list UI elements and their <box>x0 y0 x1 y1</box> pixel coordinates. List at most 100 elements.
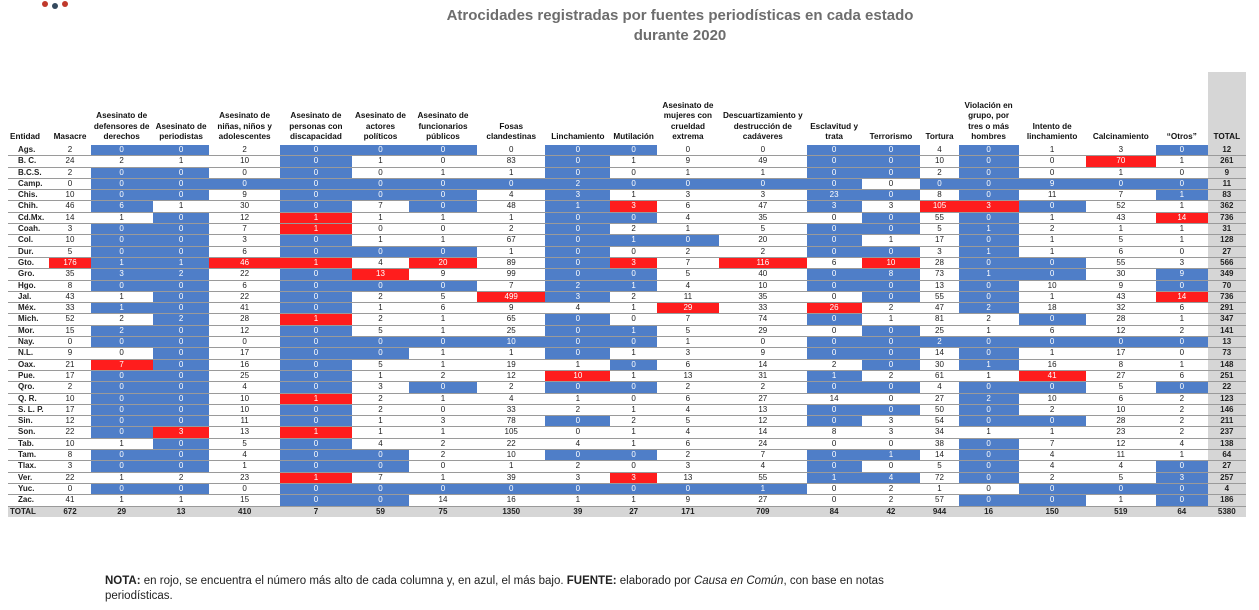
value-cell: 0 <box>1018 168 1086 179</box>
state-cell: Tab. <box>8 439 50 451</box>
value-cell: 1 <box>1155 360 1208 371</box>
value-cell: 28 <box>1085 314 1156 326</box>
value-cell: 29 <box>718 326 807 338</box>
table-row: Gro. 35 3 2 22 0 13 9 99 0 0 5 40 0 8 73 1 0 30 9 349 <box>8 269 1246 281</box>
value-cell: 1 <box>545 495 611 507</box>
value-cell: 1 <box>545 360 611 371</box>
value-cell: 0 <box>90 416 153 428</box>
value-cell: 1 <box>718 483 807 496</box>
value-cell: 1 <box>610 405 657 417</box>
table-row: N.L. 9 0 0 17 0 0 1 1 0 1 3 9 0 0 14 0 1 17 0 73 <box>8 348 1246 360</box>
value-cell: 0 <box>152 224 210 236</box>
total-label: TOTAL <box>8 506 50 517</box>
value-cell: 2 <box>545 178 611 191</box>
value-cell: 1 <box>958 359 1019 371</box>
value-cell: 0 <box>545 314 611 326</box>
value-cell: 1 <box>279 393 353 405</box>
value-cell: 2 <box>1018 473 1086 484</box>
value-cell: 1 <box>610 190 657 202</box>
value-cell: 0 <box>49 484 91 496</box>
value-cell: 1 <box>1018 247 1086 258</box>
value-cell: 0 <box>610 269 657 281</box>
value-cell: 0 <box>352 337 409 349</box>
value-cell: 1 <box>610 325 657 338</box>
value-cell: 12 <box>477 371 546 383</box>
value-cell: 1 <box>352 235 409 247</box>
table-row: Oax. 21 7 0 16 0 5 1 19 1 0 6 14 2 0 30 1 16 8 1 148 <box>8 359 1246 371</box>
value-cell: 2 <box>610 224 657 236</box>
value-cell: 14 <box>920 348 959 360</box>
value-cell: 43 <box>49 292 91 304</box>
value-cell: 105 <box>477 427 546 439</box>
value-cell: 14 <box>718 427 807 439</box>
value-cell: 22 <box>209 292 280 304</box>
column-total-cell: 27 <box>610 506 657 517</box>
value-cell: 14 <box>920 450 959 462</box>
value-cell: 0 <box>861 382 921 394</box>
value-cell: 0 <box>806 156 862 168</box>
value-cell: 16 <box>477 495 546 507</box>
value-cell: 54 <box>920 416 959 428</box>
value-cell: 27 <box>1085 371 1156 383</box>
value-cell: 13 <box>209 427 280 439</box>
value-cell: 2 <box>209 145 280 157</box>
value-cell: 0 <box>90 190 153 202</box>
value-cell: 3 <box>920 247 959 258</box>
column-header: Mutilación <box>613 131 654 141</box>
value-cell: 3 <box>656 190 719 202</box>
value-cell: 0 <box>861 337 921 349</box>
value-cell: 0 <box>279 201 353 213</box>
value-cell: 1 <box>1018 427 1086 439</box>
value-cell: 4 <box>861 472 921 484</box>
value-cell: 7 <box>1085 190 1156 202</box>
value-cell: 0 <box>1018 269 1086 281</box>
value-cell: 2 <box>718 382 807 394</box>
value-cell: 16 <box>209 360 280 371</box>
state-cell: Dur. <box>8 247 50 258</box>
value-cell: 5 <box>920 224 959 236</box>
value-cell: 46 <box>209 257 280 270</box>
value-cell: 1 <box>477 461 546 473</box>
value-cell: 1 <box>477 168 546 179</box>
value-cell: 0 <box>656 235 719 247</box>
table-row: Dur. 5 0 0 6 0 0 0 1 0 0 2 2 0 0 3 1 1 6 0 27 <box>8 246 1246 258</box>
header-row: Entidad Masacre Asesinato de defensores de… <box>8 72 1246 145</box>
value-cell: 7 <box>209 224 280 236</box>
table-row: Yuc. 0 0 0 0 0 0 0 0 0 0 0 1 0 2 1 0 0 0 0 4 <box>8 483 1246 496</box>
value-cell: 49 <box>718 156 807 168</box>
value-cell: 0 <box>279 190 353 202</box>
value-cell: 0 <box>545 325 611 338</box>
value-cell: 1 <box>408 360 478 371</box>
value-cell: 0 <box>806 292 862 304</box>
value-cell: 2 <box>958 314 1019 326</box>
value-cell: 1 <box>610 427 657 439</box>
value-cell: 14 <box>408 495 478 507</box>
value-cell: 0 <box>90 280 153 292</box>
state-cell: B. C. <box>8 156 50 168</box>
value-cell: 28 <box>920 258 959 270</box>
value-cell: 3 <box>1155 472 1208 484</box>
value-cell: 55 <box>718 473 807 484</box>
value-cell: 0 <box>1018 337 1086 349</box>
row-total-cell: 211 <box>1207 416 1246 428</box>
value-cell: 1 <box>477 247 546 258</box>
value-cell: 2 <box>861 303 921 315</box>
value-cell: 1 <box>920 484 959 496</box>
value-cell: 25 <box>920 326 959 338</box>
table-row: Son. 22 0 3 13 1 1 1 105 0 1 4 14 8 3 34 1 1 23 2 237 <box>8 427 1246 439</box>
value-cell: 0 <box>477 483 546 496</box>
value-cell: 1 <box>152 156 210 168</box>
value-cell: 0 <box>1155 348 1208 360</box>
value-cell: 8 <box>861 269 921 281</box>
value-cell: 0 <box>861 359 921 371</box>
value-cell: 2 <box>49 145 91 157</box>
value-cell: 4 <box>545 439 611 451</box>
value-cell: 1 <box>279 472 353 484</box>
value-cell: 12 <box>718 416 807 428</box>
value-cell: 11 <box>209 416 280 428</box>
value-cell: 0 <box>718 337 807 349</box>
value-cell: 0 <box>1155 461 1208 473</box>
value-cell: 0 <box>545 224 611 236</box>
state-cell: Méx. <box>8 303 50 315</box>
value-cell: 33 <box>477 405 546 417</box>
